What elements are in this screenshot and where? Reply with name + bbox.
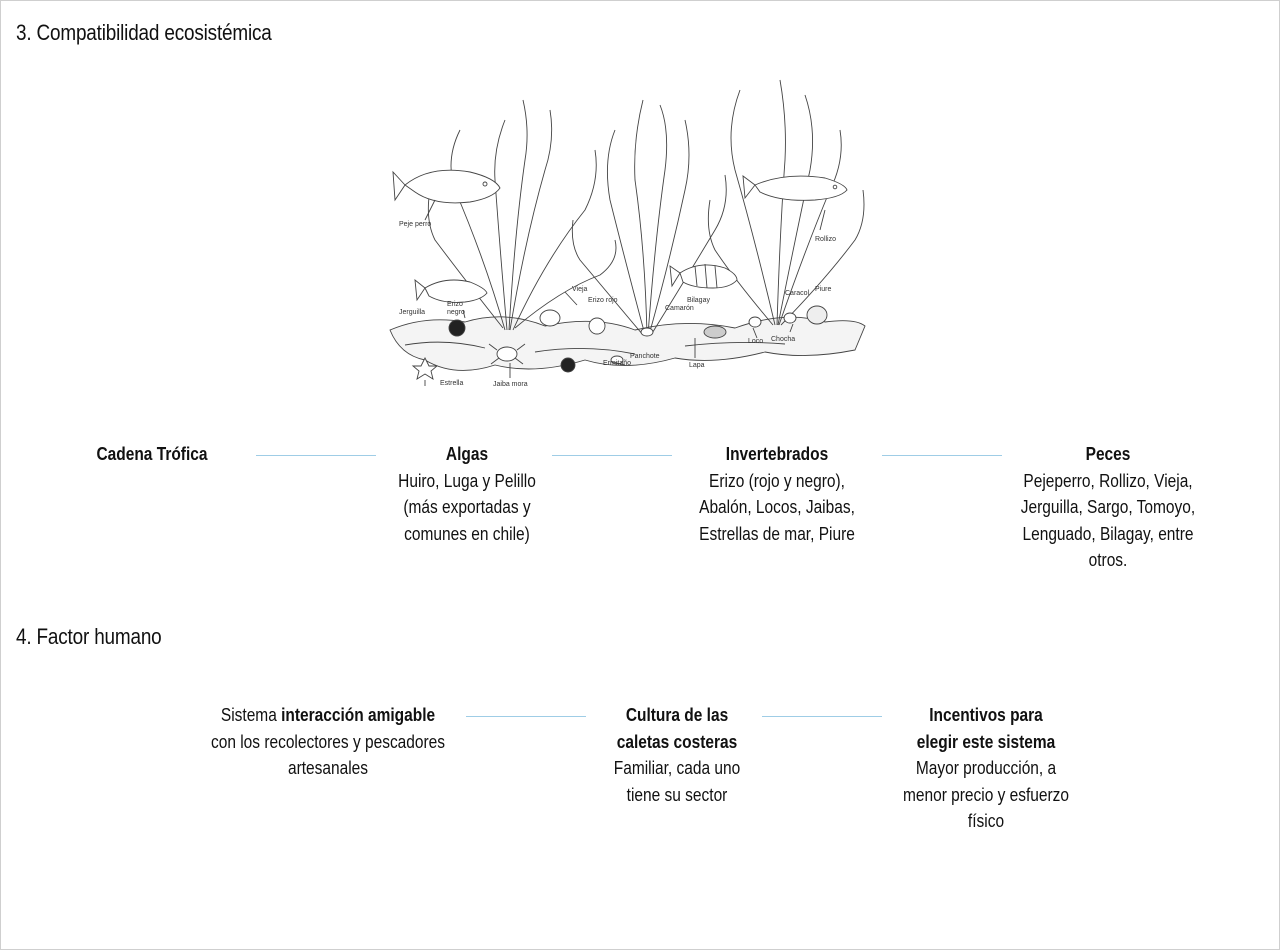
label-camaron: Camarón <box>665 305 694 312</box>
label-loco: Loco <box>748 338 763 345</box>
trophic-chain-label: Cadena Trófica <box>96 444 208 464</box>
label-vieja: Vieja <box>572 286 588 293</box>
node-peces: Peces Pejeperro, Rollizo, Vieja, Jerguil… <box>1020 444 1196 570</box>
label-lapa: Lapa <box>689 362 705 369</box>
section-title-ecosystem: 3. Compatibilidad ecosistémica <box>16 20 272 45</box>
node-incentivos: Incentivos para elegir este sistema Mayo… <box>902 705 1070 831</box>
node-invertebrados: Invertebrados Erizo (rojo y negro), Abal… <box>699 444 855 544</box>
label-bilagay: Bilagay <box>687 297 710 304</box>
connector-line <box>256 455 376 456</box>
label-ermitano: Ermitaño <box>603 360 631 367</box>
label-panchote: Panchote <box>630 353 660 360</box>
label-chocha: Chocha <box>771 336 795 343</box>
label-erizo-negro-1: Erizo <box>447 301 463 308</box>
label-caracol: Caracol <box>785 290 810 297</box>
connector-line <box>552 455 672 456</box>
connector-line <box>466 716 586 717</box>
label-estrella: Estrella <box>440 380 463 387</box>
connector-line <box>762 716 882 717</box>
label-erizo-rojo: Erizo rojo <box>588 297 618 304</box>
label-rollizo: Rollizo <box>815 236 836 243</box>
kelp-forest-illustration: Peje perro Rollizo Jerguilla Erizo negro… <box>389 79 866 388</box>
node-sistema: Sistema interacción amigable con los rec… <box>210 705 446 778</box>
label-erizo-negro-2: negro <box>447 309 465 316</box>
section-title-human-factor: 4. Factor humano <box>16 624 162 649</box>
label-piure: Piure <box>815 286 831 293</box>
node-algas: Algas Huiro, Luga y Pelillo (más exporta… <box>398 444 536 544</box>
label-jerguilla: Jerguilla <box>399 309 425 316</box>
connector-line <box>882 455 1002 456</box>
node-cultura: Cultura de las caletas costeras Familiar… <box>613 705 741 805</box>
label-peje-perro: Peje perro <box>399 221 431 228</box>
label-jaiba-mora: Jaiba mora <box>493 381 528 388</box>
